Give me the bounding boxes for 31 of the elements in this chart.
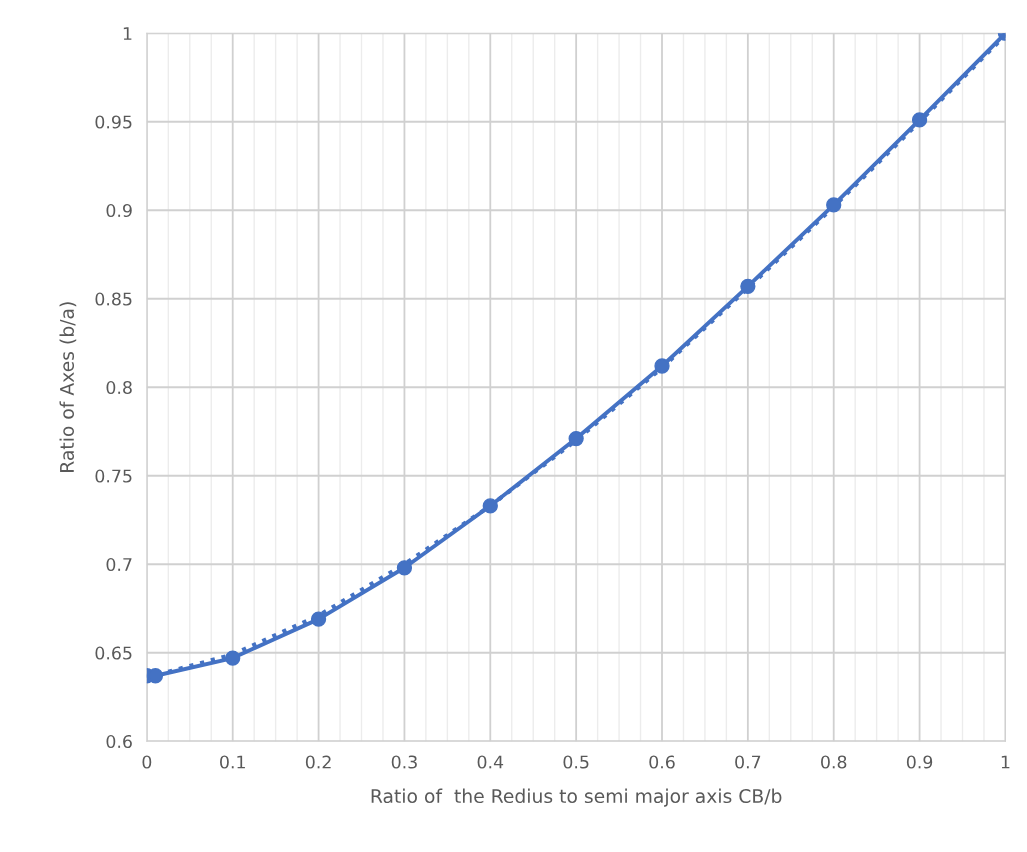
x-tick-label: 0.1 — [220, 755, 245, 769]
y-tick-label: 0.95 — [95, 115, 132, 129]
y-tick-label: 0.65 — [95, 646, 132, 660]
point — [654, 358, 670, 374]
x-tick-label: 0.4 — [477, 755, 504, 769]
x-tick-label: 0.2 — [305, 755, 331, 769]
point — [396, 560, 413, 576]
point — [740, 278, 756, 294]
y-tick-label: 0.7 — [106, 557, 132, 572]
point — [310, 611, 327, 627]
point — [482, 498, 498, 514]
y-tick-label: 0.8 — [106, 380, 132, 395]
point — [225, 650, 241, 666]
x-tick-label: 0.7 — [735, 755, 761, 769]
y-tick-label: 0.6 — [106, 734, 132, 749]
x-tick-label: 0.8 — [821, 755, 847, 769]
x-axis-title: Ratio of the Redius to semi major axis CB/b — [371, 788, 782, 807]
x-tick-label: 0.9 — [906, 755, 933, 769]
x-tick-label: 0.3 — [391, 755, 417, 769]
y-tick-label: 0.75 — [95, 469, 132, 483]
y-tick-label: 0.85 — [95, 292, 132, 306]
point — [911, 112, 928, 128]
point — [826, 197, 842, 213]
y-tick-label: 0.9 — [106, 203, 132, 218]
x-tick-label: 0.5 — [563, 755, 589, 769]
x-tick-label: 0.6 — [649, 755, 675, 769]
x-tick-label: 0 — [142, 755, 152, 769]
y-tick-label: 1 — [123, 27, 132, 40]
x-tick-label: 1 — [1001, 755, 1010, 769]
point — [568, 430, 584, 447]
y-axis-title: Ratio of Axes (b/a) — [59, 302, 77, 472]
